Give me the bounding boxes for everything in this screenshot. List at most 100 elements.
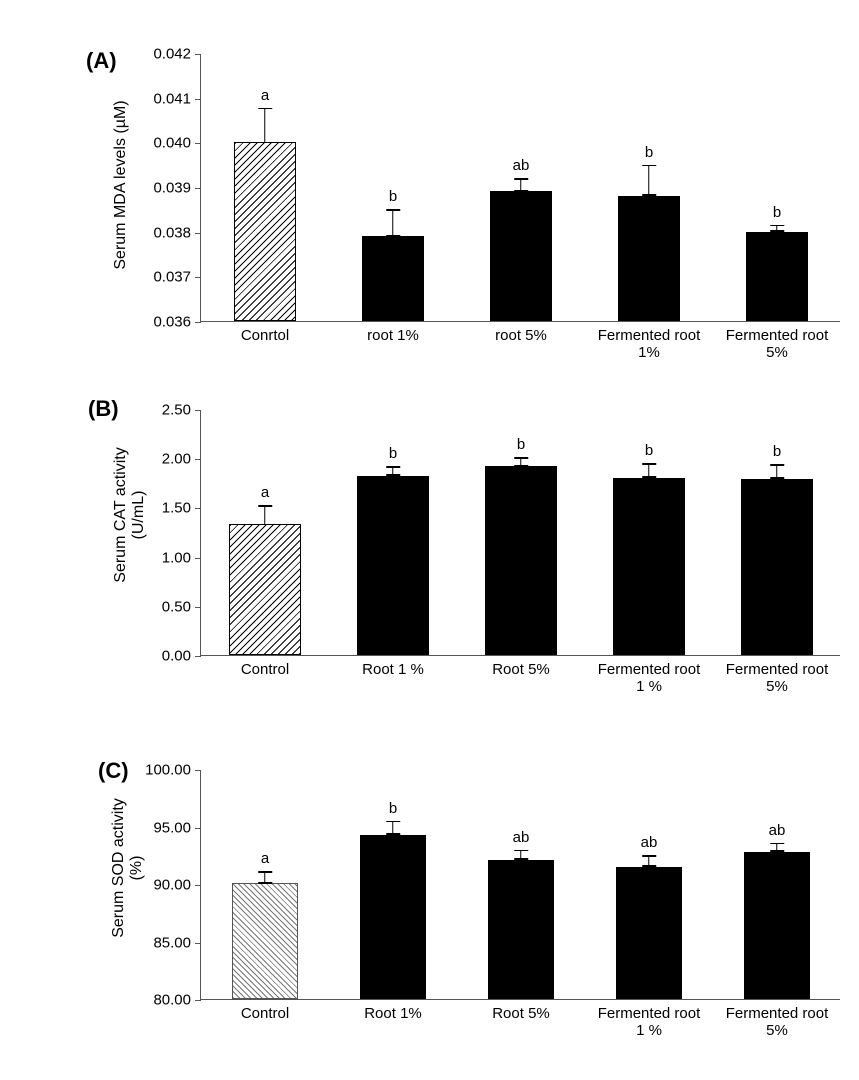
x-tick-label: Fermented root 1% <box>585 327 713 362</box>
x-tick-label: Conrtol <box>201 327 329 344</box>
error-bar <box>264 505 266 525</box>
bar: ab <box>616 867 683 999</box>
bar: b <box>741 479 813 655</box>
significance-label: b <box>517 436 525 453</box>
y-tick <box>195 143 201 144</box>
bar: ab <box>490 191 551 321</box>
y-tick <box>195 277 201 278</box>
error-bar <box>520 850 522 860</box>
y-tick <box>195 54 201 55</box>
error-bar <box>520 178 522 191</box>
significance-label: b <box>389 188 397 205</box>
y-tick-label: 0.039 <box>153 180 191 197</box>
bar: b <box>362 236 423 321</box>
y-tick-label: 0.037 <box>153 269 191 286</box>
significance-label: b <box>773 443 781 460</box>
panel-c-ylabel: Serum SOD activity (%) <box>110 758 147 978</box>
y-tick <box>195 770 201 771</box>
y-tick <box>195 188 201 189</box>
y-tick-label: 0.50 <box>162 598 191 615</box>
bar: ab <box>488 860 555 999</box>
y-tick-label: 1.50 <box>162 500 191 517</box>
significance-label: b <box>389 800 397 817</box>
y-tick-label: 0.041 <box>153 90 191 107</box>
y-tick <box>195 558 201 559</box>
error-bar <box>392 466 394 476</box>
bar: ab <box>744 852 811 999</box>
y-tick <box>195 322 201 323</box>
y-tick-label: 0.036 <box>153 314 191 331</box>
bar: a <box>232 883 299 999</box>
x-tick-label: Control <box>201 1005 329 1022</box>
error-bar <box>776 225 778 232</box>
y-tick <box>195 508 201 509</box>
bar: b <box>746 232 807 321</box>
panel-b: (B) Serum CAT activity (U/mL) 0.000.501.… <box>40 380 820 720</box>
error-bar <box>264 871 266 884</box>
x-tick-label: Fermented root 1 % <box>585 661 713 696</box>
y-tick <box>195 1000 201 1001</box>
y-tick-label: 80.00 <box>153 992 191 1009</box>
x-tick-label: Fermented root 5% <box>713 1005 841 1040</box>
x-tick-label: Fermented root 1 % <box>585 1005 713 1040</box>
x-tick-label: Root 5% <box>457 1005 585 1022</box>
significance-label: b <box>773 204 781 221</box>
x-tick-label: Fermented root 5% <box>713 327 841 362</box>
x-tick-label: Root 5% <box>457 661 585 678</box>
y-tick-label: 1.00 <box>162 549 191 566</box>
panel-a: (A) Serum MDA levels (µM) 0.0360.0370.03… <box>40 20 820 360</box>
error-bar <box>520 457 522 466</box>
y-tick-label: 90.00 <box>153 877 191 894</box>
y-tick-label: 85.00 <box>153 934 191 951</box>
panel-a-plot: 0.0360.0370.0380.0390.0400.0410.042aConr… <box>200 54 840 322</box>
y-tick-label: 95.00 <box>153 819 191 836</box>
y-tick <box>195 607 201 608</box>
panel-c: (C) Serum SOD activity (%) 80.0085.0090.… <box>40 740 820 1060</box>
y-tick-label: 0.00 <box>162 648 191 665</box>
significance-label: b <box>645 144 653 161</box>
panel-b-plot: 0.000.501.001.502.002.50aControlbRoot 1 … <box>200 410 840 656</box>
x-tick-label: Root 1% <box>329 1005 457 1022</box>
y-tick-label: 0.040 <box>153 135 191 152</box>
error-bar <box>392 209 394 236</box>
error-bar <box>648 463 650 478</box>
error-bar <box>776 464 778 479</box>
y-tick-label: 2.50 <box>162 402 191 419</box>
bar: a <box>234 142 295 321</box>
bar: b <box>618 196 679 321</box>
y-tick <box>195 459 201 460</box>
significance-label: a <box>261 484 269 501</box>
y-tick <box>195 99 201 100</box>
x-tick-label: Control <box>201 661 329 678</box>
bar: b <box>357 476 429 655</box>
y-tick-label: 2.00 <box>162 451 191 468</box>
error-bar <box>648 165 650 196</box>
bar: a <box>229 524 301 655</box>
y-tick <box>195 656 201 657</box>
error-bar <box>264 108 266 144</box>
y-tick-label: 0.042 <box>153 46 191 63</box>
significance-label: a <box>261 87 269 104</box>
y-tick <box>195 943 201 944</box>
panel-c-plot: 80.0085.0090.0095.00100.00aControlbRoot … <box>200 770 840 1000</box>
significance-label: ab <box>769 822 786 839</box>
y-tick-label: 100.00 <box>145 762 191 779</box>
x-tick-label: root 1% <box>329 327 457 344</box>
bar: b <box>360 835 427 999</box>
error-bar <box>648 855 650 867</box>
x-tick-label: Fermented root 5% <box>713 661 841 696</box>
error-bar <box>776 843 778 852</box>
x-tick-label: Root 1 % <box>329 661 457 678</box>
bar: b <box>613 478 685 655</box>
y-tick <box>195 828 201 829</box>
panel-a-ylabel: Serum MDA levels (µM) <box>112 50 130 320</box>
y-tick <box>195 233 201 234</box>
y-tick-label: 0.038 <box>153 224 191 241</box>
error-bar <box>392 821 394 835</box>
bar: b <box>485 466 557 655</box>
significance-label: b <box>645 442 653 459</box>
significance-label: a <box>261 850 269 867</box>
significance-label: ab <box>641 834 658 851</box>
panel-b-ylabel: Serum CAT activity (U/mL) <box>112 400 149 630</box>
x-tick-label: root 5% <box>457 327 585 344</box>
